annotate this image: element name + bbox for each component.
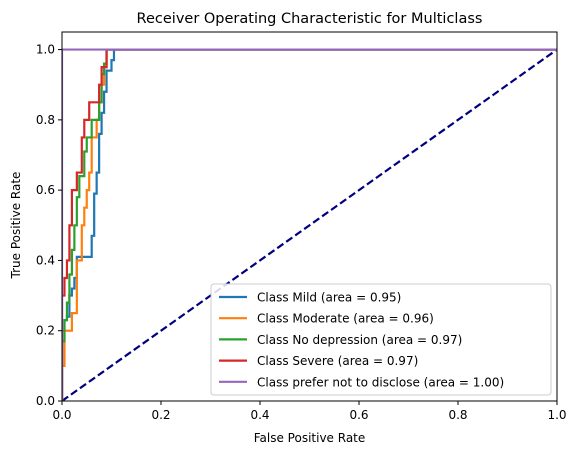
legend-label-0: Class Mild (area = 0.95)	[257, 291, 401, 305]
x-tick-label: 1.0	[547, 408, 566, 422]
reference-diagonal-line	[62, 48, 557, 401]
legend-label-4: Class prefer not to disclose (area = 1.0…	[257, 375, 504, 389]
y-tick-label: 0.8	[36, 113, 55, 127]
y-tick-label: 0.2	[36, 324, 55, 338]
x-tick-label: 0.4	[250, 408, 269, 422]
y-tick-label: 0.0	[36, 394, 55, 408]
x-tick-label: 0.2	[151, 408, 170, 422]
y-tick-label: 0.4	[36, 253, 55, 267]
legend-label-3: Class Severe (area = 0.97)	[257, 354, 418, 368]
legend-label-1: Class Moderate (area = 0.96)	[257, 312, 434, 326]
legend: Class Mild (area = 0.95) Class Moderate (…	[210, 283, 552, 396]
x-tick-label: 0.8	[448, 408, 467, 422]
y-axis-label: True Positive Rate	[9, 172, 23, 280]
legend-label-2: Class No depression (area = 0.97)	[257, 333, 462, 347]
x-tick-label: 0.6	[349, 408, 368, 422]
x-axis-label: False Positive Rate	[254, 431, 366, 445]
legend-box	[210, 283, 552, 396]
roc-curve-2	[62, 48, 557, 401]
roc-curve-0	[62, 48, 557, 401]
y-tick-label: 0.6	[36, 183, 55, 197]
roc-curve-3	[62, 48, 557, 401]
chart-title: Receiver Operating Characteristic for Mu…	[137, 11, 483, 27]
x-tick-label: 0.0	[52, 408, 71, 422]
roc-curve-4	[62, 48, 557, 401]
axes-frame	[61, 31, 558, 402]
plot-area: 0.0 0.2 0.4 0.6 0.8 1.0 0.0 0.2 0.4 0.6 0.8 1.0 Clas…	[36, 31, 567, 422]
y-tick-label: 1.0	[36, 43, 55, 57]
series-group	[62, 48, 557, 401]
